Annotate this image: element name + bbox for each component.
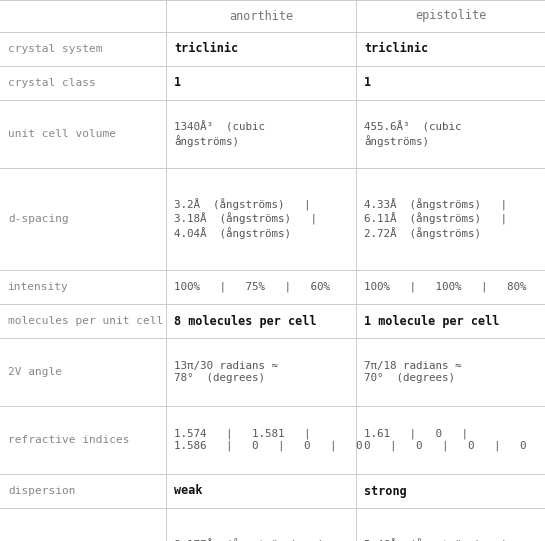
Text: 1: 1 bbox=[174, 76, 181, 89]
Text: unit cell volume: unit cell volume bbox=[8, 129, 116, 139]
Text: triclinic: triclinic bbox=[364, 43, 428, 56]
Text: crystal system: crystal system bbox=[8, 44, 102, 54]
Text: epistolite: epistolite bbox=[415, 10, 486, 23]
Text: 1.574   |   1.581   |
1.586   |   0   |   0   |   0: 1.574 | 1.581 | 1.586 | 0 | 0 | 0 bbox=[174, 428, 363, 451]
Text: 3.2Å  (ångströms)   |
3.18Å  (ångströms)   |
4.04Å  (ångströms): 3.2Å (ångströms) | 3.18Å (ångströms) | 4… bbox=[174, 199, 317, 239]
Text: 8.177Å  (ångströms)   |
12.88Å  (ångströms)   |
14.17Å  (ångströms): 8.177Å (ångströms) | 12.88Å (ångströms) … bbox=[174, 539, 324, 541]
Text: 8 molecules per cell: 8 molecules per cell bbox=[174, 314, 317, 327]
Text: molecules per unit cell: molecules per unit cell bbox=[8, 316, 164, 326]
Text: 455.6Å³  (cubic
ångströms): 455.6Å³ (cubic ångströms) bbox=[364, 121, 462, 147]
Text: dispersion: dispersion bbox=[8, 486, 76, 496]
Text: d-spacing: d-spacing bbox=[8, 214, 69, 224]
Text: 100%   |   100%   |   80%: 100% | 100% | 80% bbox=[364, 282, 526, 292]
Text: crystal class: crystal class bbox=[8, 78, 96, 88]
Text: 1: 1 bbox=[364, 76, 371, 89]
Text: triclinic: triclinic bbox=[174, 43, 238, 56]
Text: 1 molecule per cell: 1 molecule per cell bbox=[364, 314, 499, 327]
Text: refractive indices: refractive indices bbox=[8, 435, 130, 445]
Text: 7π/18 radians ≈
70°  (degrees): 7π/18 radians ≈ 70° (degrees) bbox=[364, 361, 462, 383]
Text: strong: strong bbox=[364, 485, 407, 498]
Text: 100%   |   75%   |   60%: 100% | 75% | 60% bbox=[174, 282, 330, 292]
Text: 1.61   |   0   |
0   |   0   |   0   |   0: 1.61 | 0 | 0 | 0 | 0 | 0 bbox=[364, 428, 526, 451]
Text: 2V angle: 2V angle bbox=[8, 367, 62, 377]
Text: 4.33Å  (ångströms)   |
6.11Å  (ångströms)   |
2.72Å  (ångströms): 4.33Å (ångströms) | 6.11Å (ångströms) | … bbox=[364, 199, 507, 239]
Text: 1340Å³  (cubic
ångströms): 1340Å³ (cubic ångströms) bbox=[174, 121, 265, 147]
Text: 13π/30 radians ≈
78°  (degrees): 13π/30 radians ≈ 78° (degrees) bbox=[174, 361, 278, 383]
Text: 5.46Å  (ångströms)   |
7.17Å  (ångströms)   |
12.04Å  (ångströms): 5.46Å (ångströms) | 7.17Å (ångströms) | … bbox=[364, 539, 507, 541]
Text: intensity: intensity bbox=[8, 282, 69, 292]
Text: anorthite: anorthite bbox=[229, 10, 293, 23]
Text: weak: weak bbox=[174, 485, 203, 498]
